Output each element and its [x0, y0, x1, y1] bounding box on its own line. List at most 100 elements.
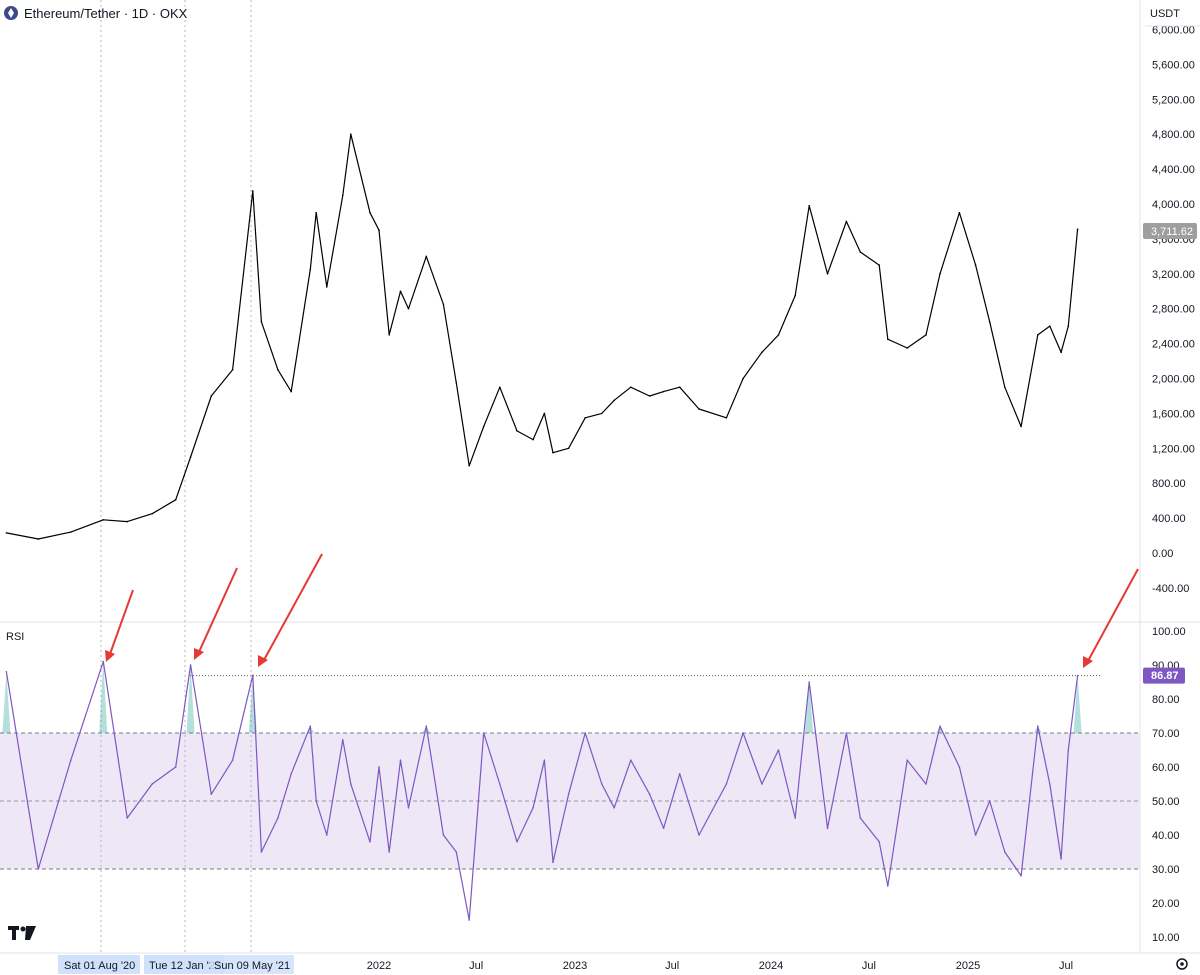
price-point-19 — [369, 211, 371, 214]
rsi-point-35 — [584, 732, 587, 734]
price-point-13 — [290, 390, 292, 393]
rsi-point-38 — [630, 759, 632, 761]
tradingview-logo-icon[interactable] — [8, 926, 36, 940]
price-point-21 — [388, 334, 391, 336]
rsi-point-41 — [678, 773, 681, 775]
price-point-37 — [613, 399, 615, 402]
crosshair-date-tag-1 — [58, 955, 140, 974]
price-point-2 — [69, 531, 72, 533]
rsi-point-56 — [939, 725, 941, 727]
rsi-tick-label-6: 40.00 — [1152, 830, 1180, 842]
rsi-point-3 — [102, 660, 105, 663]
rsi-tick-label-7: 30.00 — [1152, 864, 1180, 876]
rsi-point-62 — [1037, 725, 1039, 727]
price-point-7 — [189, 456, 192, 458]
currency-label: USDT — [1150, 8, 1180, 20]
price-point-14 — [309, 268, 312, 271]
arrow-annotation-4 — [1083, 568, 1139, 668]
rsi-point-48 — [808, 681, 811, 683]
price-point-11 — [260, 320, 263, 323]
rsi-point-20 — [378, 766, 380, 768]
overbought-fill-7 — [186, 665, 195, 733]
rsi-point-47 — [794, 817, 797, 819]
price-point-60 — [1004, 386, 1006, 389]
price-tick-label-7: 3,200.00 — [1152, 269, 1195, 281]
price-tick-label-9: 2,400.00 — [1152, 339, 1195, 351]
price-point-63 — [1048, 325, 1051, 327]
rsi-point-53 — [887, 885, 889, 887]
price-point-44 — [742, 377, 744, 380]
rsi-point-37 — [613, 807, 615, 809]
price-point-56 — [939, 273, 941, 275]
price-tick-label-1: 5,600.00 — [1152, 59, 1195, 71]
rsi-tick-label-0: 100.00 — [1152, 626, 1186, 638]
price-point-22 — [399, 290, 402, 293]
current-price-tag — [1143, 223, 1197, 239]
price-point-35 — [584, 416, 587, 419]
arrow-annotation-3 — [258, 553, 323, 667]
rsi-point-61 — [1020, 875, 1022, 877]
price-point-20 — [378, 229, 380, 231]
price-point-57 — [958, 211, 961, 214]
price-point-34 — [567, 447, 570, 450]
rsi-point-17 — [342, 739, 344, 741]
rsi-point-1 — [37, 868, 40, 870]
price-point-52 — [878, 264, 880, 266]
rsi-point-10 — [252, 674, 254, 676]
price-point-39 — [648, 395, 651, 397]
rsi-point-39 — [648, 793, 651, 795]
price-point-48 — [808, 204, 811, 207]
rsi-point-54 — [906, 759, 908, 761]
rsi-point-4 — [126, 817, 129, 819]
price-point-17 — [342, 194, 344, 197]
overbought-fill-66 — [1073, 675, 1082, 733]
price-point-27 — [468, 464, 471, 467]
arrow-annotation-2 — [194, 567, 238, 660]
rsi-point-15 — [315, 800, 317, 802]
price-point-61 — [1020, 425, 1022, 428]
rsi-tick-label-4: 60.00 — [1152, 762, 1180, 774]
price-tick-label-3: 4,800.00 — [1152, 129, 1195, 141]
rsi-point-42 — [698, 834, 700, 836]
rsi-point-2 — [69, 759, 72, 761]
price-point-62 — [1037, 334, 1039, 336]
rsi-point-57 — [958, 766, 961, 768]
time-axis-label-0: 2022 — [367, 960, 391, 972]
rsi-point-55 — [925, 783, 927, 785]
rsi-point-12 — [277, 817, 279, 819]
price-point-51 — [859, 251, 862, 253]
rsi-point-36 — [601, 783, 603, 785]
settings-gear-icon[interactable] — [1176, 958, 1188, 970]
rsi-point-58 — [974, 834, 977, 836]
price-series-line — [6, 133, 1079, 540]
crosshair-date-label-1: Sat 01 Aug '20 — [64, 960, 135, 972]
rsi-point-51 — [859, 817, 862, 819]
rsi-point-28 — [482, 732, 485, 734]
price-point-47 — [794, 294, 797, 297]
overbought-fill-3 — [99, 661, 108, 733]
time-axis-label-1: Jul — [469, 960, 483, 972]
rsi-axis-ticks: 100.0090.0080.0070.0060.0050.0040.0030.0… — [1152, 626, 1186, 944]
price-point-30 — [516, 430, 518, 432]
price-tick-label-12: 1,200.00 — [1152, 443, 1195, 455]
rsi-point-8 — [210, 793, 213, 795]
time-axis-label-5: Jul — [862, 960, 876, 972]
price-point-32 — [543, 412, 546, 415]
rsi-point-16 — [326, 834, 328, 836]
ethereum-diamond-icon — [8, 8, 14, 18]
rsi-point-0 — [5, 671, 8, 673]
rsi-tick-label-9: 10.00 — [1152, 932, 1180, 944]
rsi-value-label: 86.87 — [1151, 670, 1179, 682]
price-point-12 — [277, 368, 279, 371]
price-point-28 — [482, 425, 485, 428]
price-point-16 — [326, 286, 328, 288]
rsi-point-21 — [388, 851, 391, 853]
price-tick-label-14: 400.00 — [1152, 513, 1186, 525]
price-point-66 — [1076, 228, 1079, 230]
rsi-point-52 — [878, 841, 880, 843]
rsi-point-7 — [189, 664, 192, 666]
rsi-point-26 — [455, 851, 458, 853]
price-points — [5, 133, 1079, 540]
rsi-point-34 — [567, 793, 570, 795]
rsi-point-63 — [1048, 783, 1051, 785]
